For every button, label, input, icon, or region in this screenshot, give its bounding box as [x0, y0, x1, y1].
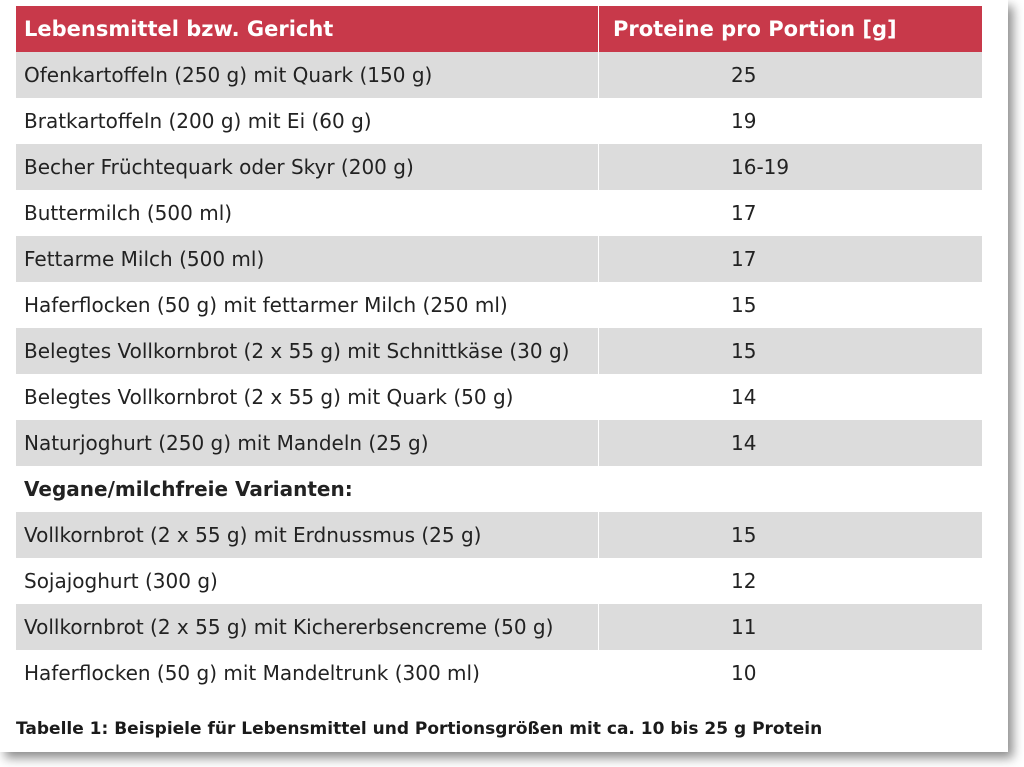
cell-protein: 14 — [731, 431, 757, 455]
table-row: Haferflocken (50 g) mit fettarmer Milch … — [16, 282, 982, 328]
document-page: Lebensmittel bzw. Gericht Proteine pro P… — [16, 6, 982, 739]
table-header: Lebensmittel bzw. Gericht Proteine pro P… — [16, 6, 982, 52]
table-row: Fettarme Milch (500 ml) 17 — [16, 236, 982, 282]
cell-food: Vollkornbrot (2 x 55 g) mit Kichererbsen… — [16, 604, 599, 650]
header-protein: Proteine pro Portion [g] — [613, 17, 897, 41]
table-row: Vollkornbrot (2 x 55 g) mit Kichererbsen… — [16, 604, 982, 650]
cell-food: Fettarme Milch (500 ml) — [16, 236, 599, 282]
cell-protein: 15 — [731, 523, 757, 547]
table-row: Buttermilch (500 ml) 17 — [16, 190, 982, 236]
cell-protein — [599, 466, 982, 512]
section-label: Vegane/milchfreie Varianten: — [16, 466, 599, 512]
cell-food: Buttermilch (500 ml) — [16, 190, 599, 236]
cell-food: Becher Früchtequark oder Skyr (200 g) — [16, 144, 599, 190]
cell-protein: 10 — [731, 661, 757, 685]
header-food: Lebensmittel bzw. Gericht — [16, 6, 599, 52]
cell-protein: 16-19 — [731, 155, 790, 179]
cell-protein: 14 — [731, 385, 757, 409]
cell-food: Belegtes Vollkornbrot (2 x 55 g) mit Qua… — [16, 374, 599, 420]
cell-food: Bratkartoffeln (200 g) mit Ei (60 g) — [16, 98, 599, 144]
cell-protein: 17 — [731, 201, 757, 225]
cell-food: Ofenkartoffeln (250 g) mit Quark (150 g) — [16, 52, 599, 98]
cell-food: Vollkornbrot (2 x 55 g) mit Erdnussmus (… — [16, 512, 599, 558]
cell-protein: 15 — [731, 293, 757, 317]
cell-protein: 25 — [731, 63, 757, 87]
table-row: Belegtes Vollkornbrot (2 x 55 g) mit Sch… — [16, 328, 982, 374]
table-row: Bratkartoffeln (200 g) mit Ei (60 g) 19 — [16, 98, 982, 144]
table-row: Sojajoghurt (300 g) 12 — [16, 558, 982, 604]
table-row: Ofenkartoffeln (250 g) mit Quark (150 g)… — [16, 52, 982, 98]
cell-protein: 17 — [731, 247, 757, 271]
cell-protein: 19 — [731, 109, 757, 133]
cell-protein: 11 — [731, 615, 757, 639]
cell-food: Naturjoghurt (250 g) mit Mandeln (25 g) — [16, 420, 599, 466]
table-row: Belegtes Vollkornbrot (2 x 55 g) mit Qua… — [16, 374, 982, 420]
cell-protein: 15 — [731, 339, 757, 363]
table-row: Vollkornbrot (2 x 55 g) mit Erdnussmus (… — [16, 512, 982, 558]
table-row: Becher Früchtequark oder Skyr (200 g) 16… — [16, 144, 982, 190]
table-row: Naturjoghurt (250 g) mit Mandeln (25 g) … — [16, 420, 982, 466]
cell-food: Haferflocken (50 g) mit fettarmer Milch … — [16, 282, 599, 328]
table-row: Haferflocken (50 g) mit Mandeltrunk (300… — [16, 650, 982, 696]
section-row-vegan: Vegane/milchfreie Varianten: — [16, 466, 982, 512]
cell-food: Sojajoghurt (300 g) — [16, 558, 599, 604]
cell-protein: 12 — [731, 569, 757, 593]
cell-food: Haferflocken (50 g) mit Mandeltrunk (300… — [16, 650, 599, 696]
protein-table: Lebensmittel bzw. Gericht Proteine pro P… — [16, 6, 982, 696]
cell-food: Belegtes Vollkornbrot (2 x 55 g) mit Sch… — [16, 328, 599, 374]
table-caption: Tabelle 1: Beispiele für Lebensmittel un… — [16, 719, 823, 739]
